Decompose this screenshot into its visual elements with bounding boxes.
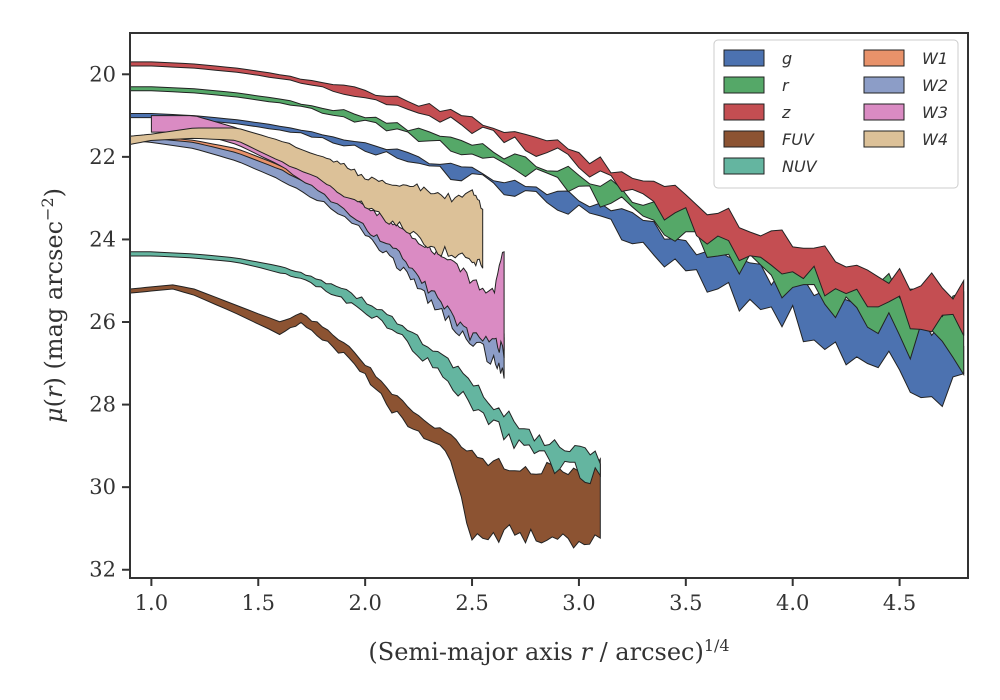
- y-tick-label: 20: [89, 62, 116, 86]
- legend: grz FUV NUV W1 W2 W3 W4: [713, 39, 959, 189]
- x-tick-label: 3.5: [669, 591, 702, 615]
- legend-label-g: g: [782, 49, 792, 68]
- y-ticks: 20 22 24 26 28 30 32: [89, 62, 130, 582]
- x-tick-label: 4.5: [883, 591, 916, 615]
- band-nuv: [129, 251, 601, 485]
- band-r: [129, 86, 965, 377]
- x-tick-label: 1.5: [242, 591, 275, 615]
- y-tick-label: 24: [89, 227, 116, 251]
- legend-label-w1: W1: [922, 49, 948, 68]
- legend-label-r: r: [782, 76, 790, 95]
- x-ticks: 1.0 1.5 2.0 2.5 3.0 3.5 4.0 4.5: [135, 578, 916, 615]
- x-tick-label: 3.0: [562, 591, 595, 615]
- band-w2: [129, 135, 505, 379]
- x-tick-label: 2.0: [348, 591, 381, 615]
- legend-swatch-g: [723, 49, 765, 67]
- legend-label-nuv: NUV: [782, 157, 818, 176]
- y-tick-label: 22: [89, 145, 116, 169]
- x-axis-label: (Semi-major axis r / arcsec)1/4: [368, 636, 729, 666]
- legend-label-w3: W3: [922, 103, 948, 122]
- legend-swatch-w4: [863, 130, 905, 148]
- y-axis-label: μ(r) (mag arcsec−2): [38, 188, 68, 423]
- x-tick-label: 4.0: [776, 591, 809, 615]
- bands-layer: [129, 61, 965, 549]
- plot-frame: [129, 32, 969, 579]
- y-tick-label: 32: [89, 558, 116, 582]
- y-tick-label: 28: [89, 393, 116, 417]
- legend-swatch-r: [723, 76, 765, 94]
- legend-swatch-z: [723, 103, 765, 121]
- y-tick-label: 30: [89, 475, 116, 499]
- band-fuv: [129, 284, 601, 549]
- legend-label-w2: W2: [922, 76, 948, 95]
- legend-label-fuv: FUV: [782, 130, 815, 149]
- legend-swatch-fuv: [723, 130, 765, 148]
- legend-swatch-w1: [863, 49, 905, 67]
- legend-swatch-w2: [863, 76, 905, 94]
- legend-swatch-w3: [863, 103, 905, 121]
- legend-label-z: z: [781, 103, 791, 122]
- legend-swatch-nuv: [723, 157, 765, 175]
- y-tick-label: 26: [89, 310, 116, 334]
- band-z: [129, 61, 965, 336]
- band-w4: [129, 127, 484, 269]
- x-tick-label: 2.5: [455, 591, 488, 615]
- x-tick-label: 1.0: [135, 591, 168, 615]
- legend-label-w4: W4: [922, 130, 948, 149]
